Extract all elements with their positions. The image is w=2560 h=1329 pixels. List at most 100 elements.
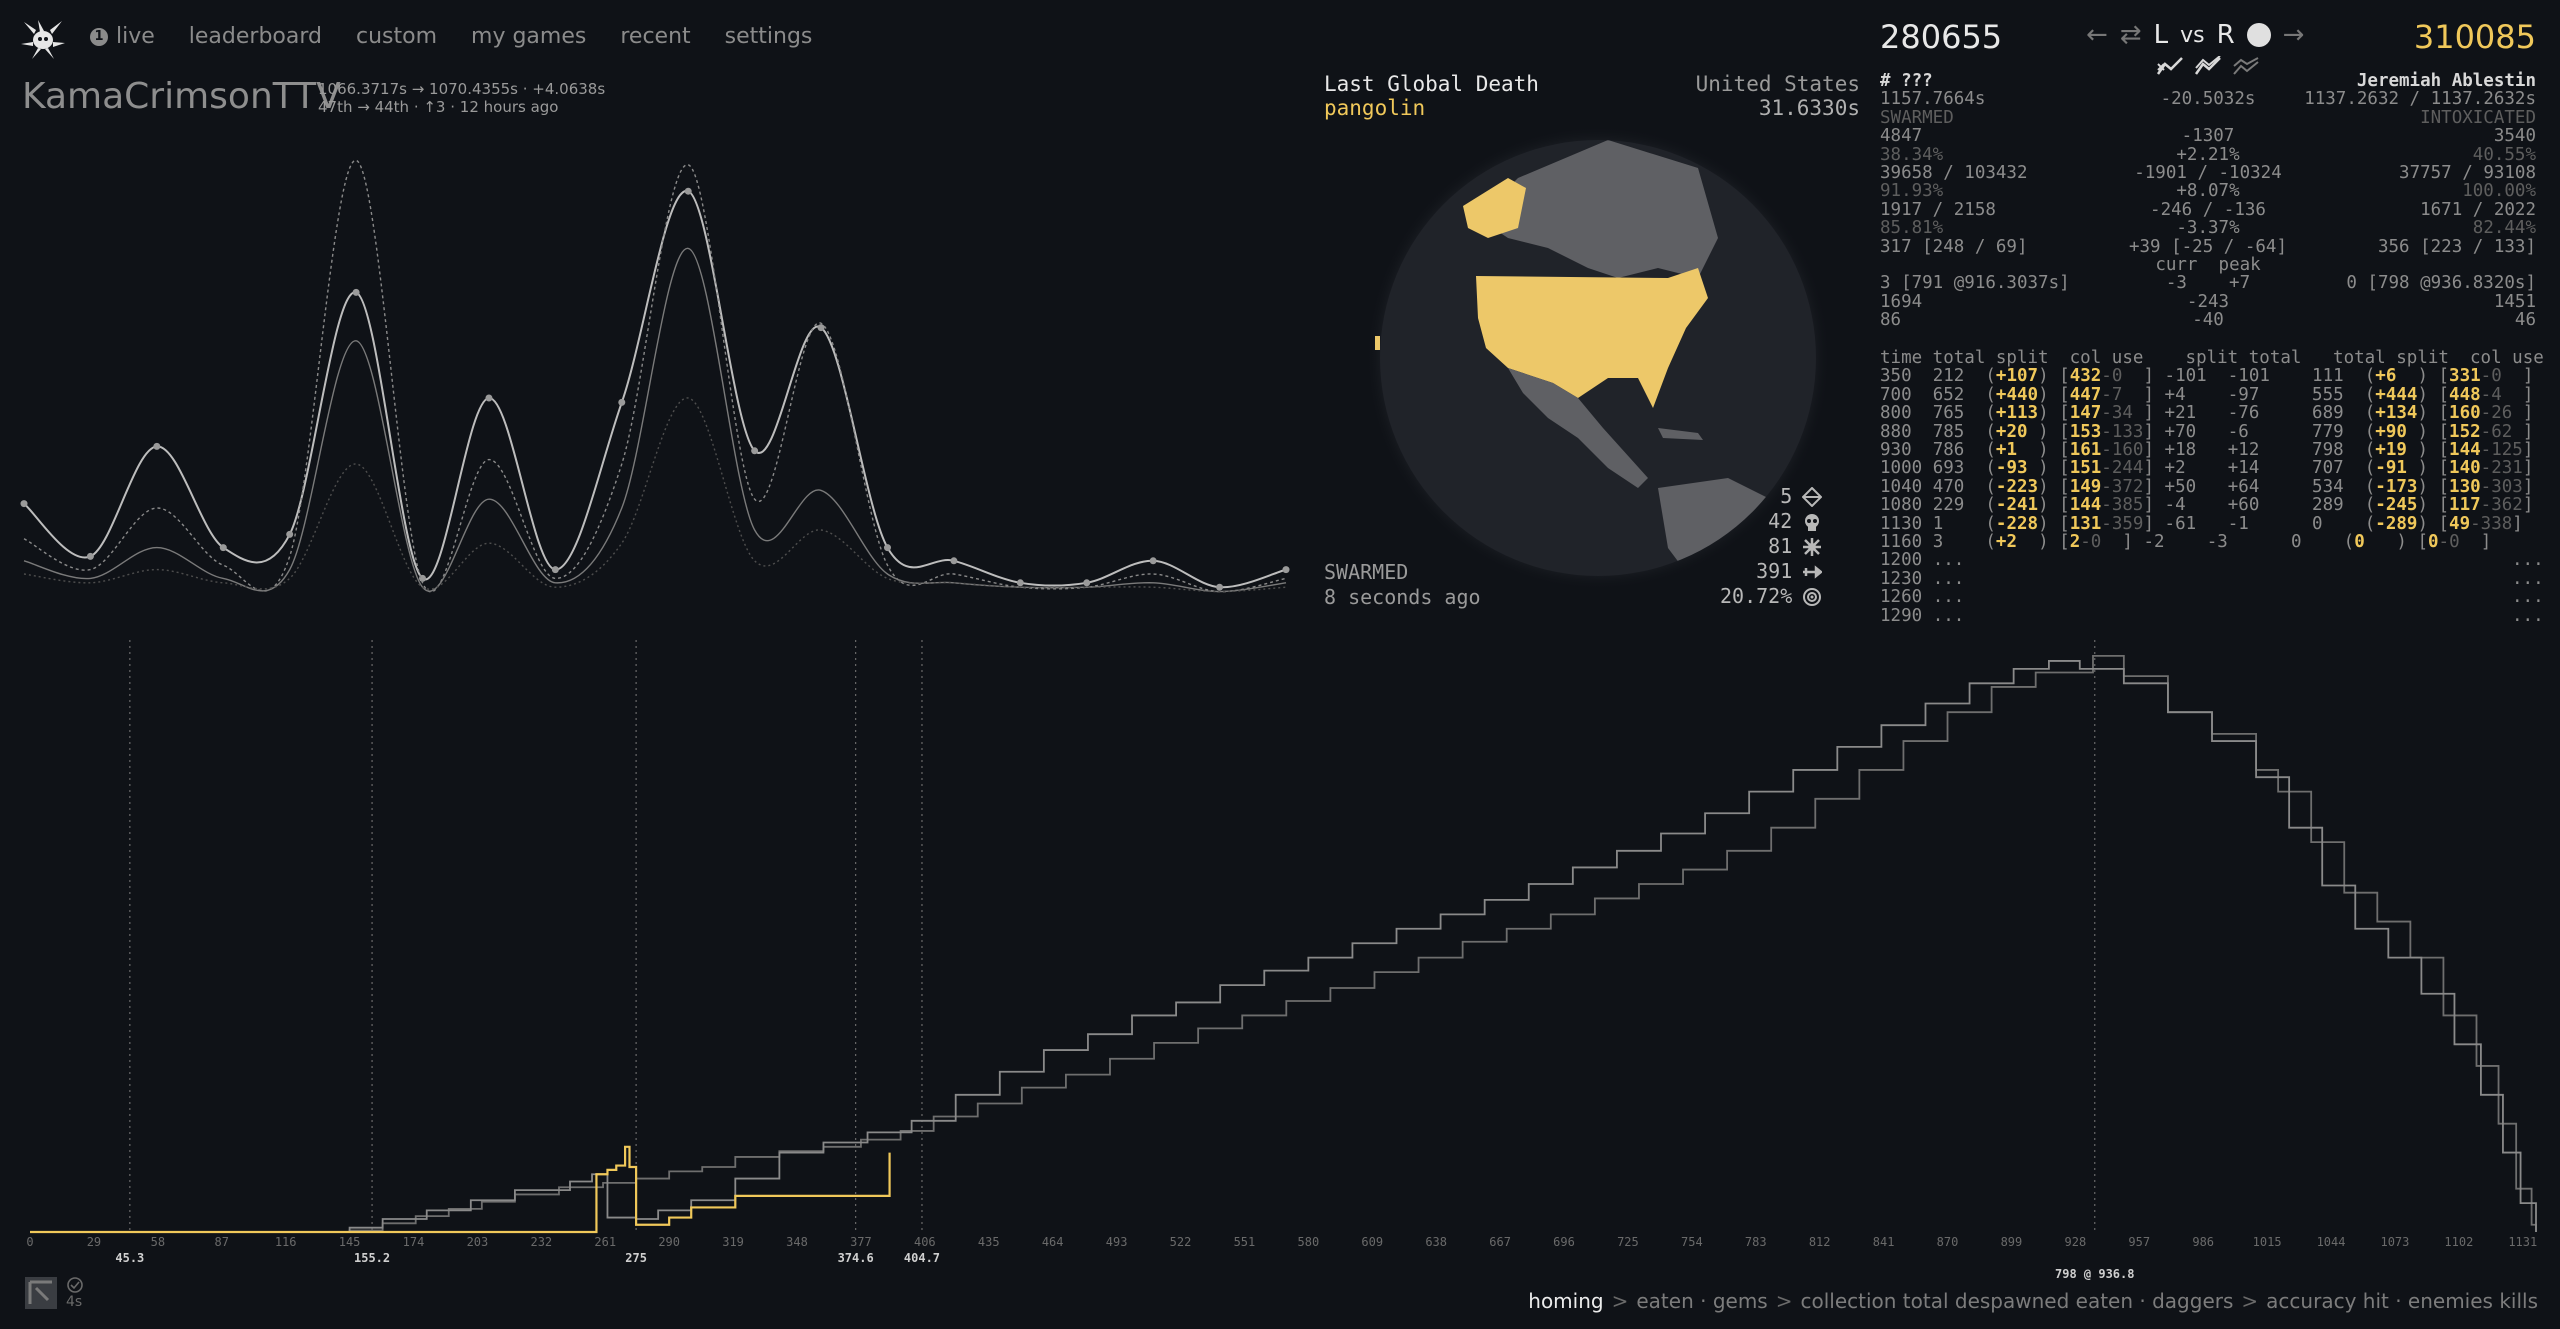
x-tick-label: 638 bbox=[1425, 1235, 1447, 1249]
stat-level-value: 5 bbox=[1780, 484, 1793, 508]
split-cell: ) [ bbox=[2417, 476, 2450, 497]
split-cell: -0 bbox=[2438, 532, 2481, 553]
split-cell: ( bbox=[1985, 440, 1996, 461]
nav-recent[interactable]: recent bbox=[620, 24, 691, 49]
spline-point[interactable] bbox=[153, 442, 161, 450]
spline-point[interactable] bbox=[1216, 583, 1224, 591]
crumb-daggers[interactable]: collection total despawned eaten · dagge… bbox=[1800, 1289, 2234, 1313]
spline-point[interactable] bbox=[1016, 579, 1024, 587]
split-ellipsis: ... bbox=[1922, 568, 1965, 589]
split-cell: 212 bbox=[1932, 366, 1986, 387]
spline-point[interactable] bbox=[1149, 557, 1157, 565]
spline-point[interactable] bbox=[286, 530, 294, 538]
split-ellipsis: ... bbox=[1922, 605, 1965, 626]
spline-point[interactable] bbox=[684, 187, 692, 195]
x-tick-label: 812 bbox=[1809, 1235, 1831, 1249]
chart-mode-1-icon[interactable] bbox=[2156, 56, 2184, 78]
x-tick-label: 522 bbox=[1170, 1235, 1192, 1249]
stat-daggers: 391 bbox=[1720, 559, 1823, 584]
app-logo-icon[interactable] bbox=[20, 18, 66, 60]
player-time-line: 1066.3717s → 1070.4355s · +4.0638s bbox=[318, 80, 606, 98]
chart-mode-3-icon[interactable] bbox=[2232, 56, 2260, 78]
arrow-left-icon[interactable]: ← bbox=[2086, 20, 2108, 50]
nav-settings[interactable]: settings bbox=[724, 24, 813, 49]
spline-point[interactable] bbox=[352, 288, 360, 296]
spline-point[interactable] bbox=[20, 500, 28, 508]
split-cell: ] bbox=[2522, 476, 2534, 497]
chevron-right-icon: > bbox=[1775, 1289, 1793, 1313]
split-cell: +4 bbox=[2164, 384, 2228, 405]
spline-point[interactable] bbox=[817, 324, 825, 332]
split-cell: -359 bbox=[2101, 513, 2144, 534]
split-cell: 800 bbox=[1880, 403, 1933, 424]
nav-my-games[interactable]: my games bbox=[471, 24, 587, 49]
marker-label: 45.3 bbox=[115, 1251, 144, 1265]
compare-diff: +8.07% bbox=[2176, 181, 2240, 202]
spline-point[interactable] bbox=[618, 398, 626, 406]
spline-point[interactable] bbox=[883, 544, 891, 552]
arrow-right-icon[interactable]: → bbox=[2282, 20, 2305, 50]
split-cell: +90 bbox=[2375, 421, 2418, 442]
compare-right: 82.44% bbox=[2472, 218, 2536, 239]
split-cell: +50 bbox=[2164, 476, 2228, 497]
compare-right: 1451 bbox=[2493, 291, 2536, 312]
split-cell: 448 bbox=[2449, 384, 2481, 405]
split-cell: ] bbox=[2143, 384, 2165, 405]
split-cell: ( bbox=[1985, 384, 1996, 405]
crumb-enemies[interactable]: accuracy hit · enemies kills bbox=[2266, 1289, 2538, 1313]
split-cell: 1000 bbox=[1880, 458, 1933, 479]
compare-right: 0 [798 @936.8320s] bbox=[2346, 273, 2536, 294]
swap-icon[interactable]: ⇄ bbox=[2119, 20, 2142, 50]
split-cell: 880 bbox=[1880, 421, 1933, 442]
split-cell: 144 bbox=[2069, 495, 2102, 516]
nav-live[interactable]: 1 live bbox=[90, 24, 155, 49]
crumb-homing[interactable]: homing bbox=[1528, 1289, 1604, 1313]
spline-point[interactable] bbox=[950, 557, 958, 565]
spline-point[interactable] bbox=[219, 544, 227, 552]
nav-custom[interactable]: custom bbox=[355, 24, 438, 49]
split-cell: +14 bbox=[2227, 458, 2313, 479]
split-cell: ( bbox=[2364, 476, 2376, 497]
split-ellipsis: ... bbox=[2512, 587, 2544, 608]
split-cell: +1 bbox=[1995, 440, 2039, 461]
compare-row: 3 [791 @916.3037s] -3 +7 0 [798 @936.8320s… bbox=[1880, 273, 2536, 294]
record-toggle-icon[interactable] bbox=[2246, 23, 2271, 47]
peak-marker-label: 798 @ 936.8 bbox=[2055, 1267, 2134, 1281]
nav-leaderboard[interactable]: leaderboard bbox=[188, 24, 322, 49]
death-type: SWARMED bbox=[1324, 560, 1409, 584]
split-cell: ) [ bbox=[2038, 403, 2070, 424]
compare-right: 1137.2632 / 1137.2632s bbox=[2304, 89, 2536, 110]
spline-point[interactable] bbox=[86, 552, 94, 560]
split-row: 1000 693 (-93 ) [151-244] +2 +14 707 (-9… bbox=[1880, 459, 2544, 477]
spline-point[interactable] bbox=[1083, 579, 1091, 587]
global-death-player[interactable]: pangolin bbox=[1324, 96, 1426, 120]
spline-point[interactable] bbox=[551, 566, 559, 574]
compare-right: 46 bbox=[2514, 310, 2536, 331]
split-cell: ] bbox=[2143, 495, 2165, 516]
x-tick-label: 29 bbox=[87, 1235, 101, 1249]
x-tick-label: 348 bbox=[786, 1235, 808, 1249]
spline-point[interactable] bbox=[1282, 566, 1290, 574]
split-cell: -372 bbox=[2101, 476, 2144, 497]
spline-point[interactable] bbox=[751, 447, 759, 455]
split-row-empty: 1230 ...... bbox=[1880, 568, 2544, 589]
player-name[interactable]: KamaCrimsonTTV bbox=[22, 76, 341, 117]
split-cell: 930 bbox=[1880, 440, 1933, 461]
split-cell: -228 bbox=[1995, 513, 2039, 534]
split-cell: 289 bbox=[2312, 495, 2365, 516]
hud-indicator[interactable]: 4s bbox=[24, 1276, 83, 1314]
split-cell: ) [ bbox=[2417, 440, 2450, 461]
split-cell: -241 bbox=[1995, 495, 2039, 516]
compare-row: 91.93% +8.07% 100.00% bbox=[1880, 181, 2536, 202]
spline-point[interactable] bbox=[485, 394, 493, 402]
split-cell: -101 bbox=[2227, 366, 2313, 387]
split-cell: 779 bbox=[2312, 421, 2365, 442]
compare-right: 37757 / 93108 bbox=[2399, 162, 2536, 183]
dagger-icon bbox=[1803, 564, 1823, 579]
chart-mode-2-icon[interactable] bbox=[2194, 56, 2222, 78]
global-death-title: Last Global Death bbox=[1324, 72, 1539, 96]
check-circle-icon bbox=[67, 1277, 83, 1293]
split-cell: ( bbox=[2364, 366, 2376, 387]
split-cell: 700 bbox=[1880, 384, 1933, 405]
crumb-gems[interactable]: eaten · gems bbox=[1636, 1289, 1768, 1313]
